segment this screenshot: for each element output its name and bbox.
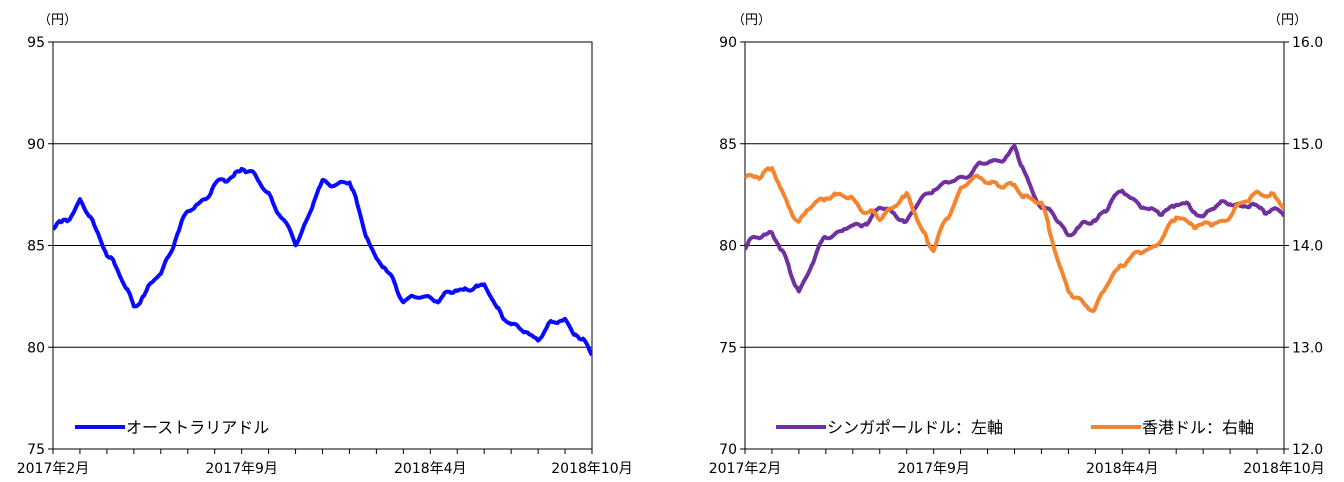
y-right-tick-label: 14.0	[1292, 239, 1323, 255]
y-tick-label: 90	[719, 35, 737, 51]
y-tick-label: 70	[719, 442, 737, 458]
legend-label: オーストラリアドル	[126, 418, 269, 437]
y-axis-unit: （円）	[38, 13, 77, 28]
x-tick-label: 2018年4月	[1086, 461, 1159, 477]
x-tick-label: 2018年4月	[394, 461, 467, 477]
x-tick-label: 2017年2月	[709, 461, 782, 477]
y-right-tick-label: 12.0	[1292, 442, 1323, 458]
chart-panel-2: 70 75 80 85 90 12.0 13.0 14.0 15.0 16.0 2017年2月 201…	[709, 13, 1325, 477]
y-tick-label: 85	[719, 137, 737, 153]
x-tick-label: 2018年10月	[551, 461, 632, 477]
chart-panel-1: 75 80 85 90 95 2017年2月 2017年9月 2018年4月 2018年10月 （…	[17, 13, 633, 477]
series-line-1	[745, 143, 1284, 294]
y-tick-label: 80	[719, 239, 737, 255]
y-tick-label: 95	[27, 35, 45, 51]
x-tick-label: 2018年10月	[1243, 461, 1324, 477]
legend-label-1: シンガポールドル：左軸	[827, 418, 1003, 437]
x-tick-label: 2017年9月	[897, 461, 970, 477]
y-right-tick-label: 16.0	[1292, 35, 1323, 51]
y-tick-label: 75	[719, 340, 737, 356]
series-line-2	[745, 166, 1284, 314]
legend-label-2: 香港ドル：右軸	[1142, 418, 1254, 437]
y-tick-label: 75	[27, 442, 45, 458]
y-tick-label: 80	[27, 340, 45, 356]
series-line-1	[53, 166, 592, 357]
y-right-tick-label: 13.0	[1292, 340, 1323, 356]
y-axis-unit-left: （円）	[732, 13, 771, 28]
y-tick-label: 85	[27, 239, 45, 255]
y-tick-label: 90	[27, 137, 45, 153]
y-right-tick-label: 15.0	[1292, 137, 1323, 153]
x-tick-label: 2017年9月	[205, 461, 278, 477]
x-tick-label: 2017年2月	[17, 461, 90, 477]
y-axis-unit-right: （円）	[1268, 13, 1307, 28]
